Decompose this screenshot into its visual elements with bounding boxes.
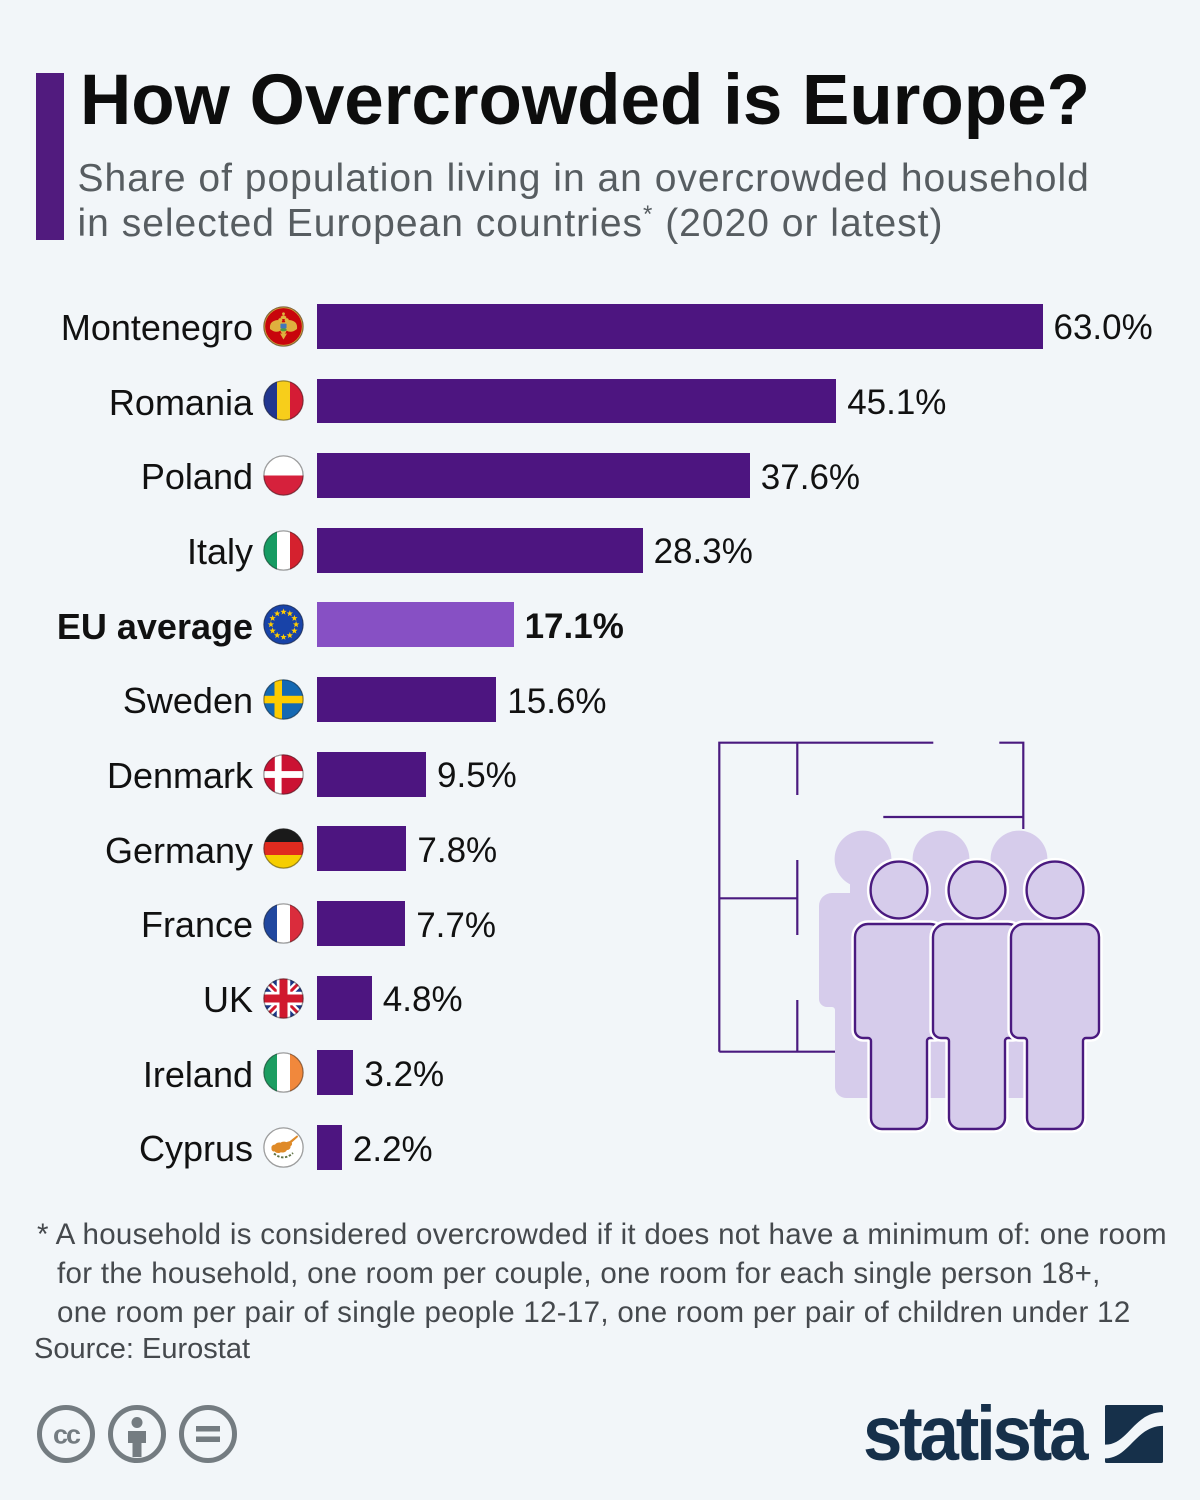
svg-text:cc: cc (53, 1420, 81, 1450)
